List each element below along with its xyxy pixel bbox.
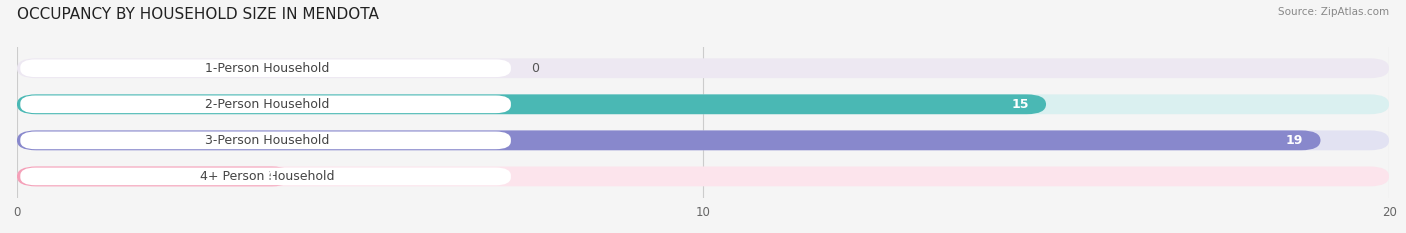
FancyBboxPatch shape (17, 167, 1389, 186)
Text: 3-Person Household: 3-Person Household (205, 134, 329, 147)
Text: 4+ Person Household: 4+ Person Household (200, 170, 335, 183)
FancyBboxPatch shape (20, 168, 510, 185)
Text: OCCUPANCY BY HOUSEHOLD SIZE IN MENDOTA: OCCUPANCY BY HOUSEHOLD SIZE IN MENDOTA (17, 7, 378, 22)
FancyBboxPatch shape (20, 96, 510, 113)
Text: 4: 4 (266, 170, 274, 183)
Text: 0: 0 (531, 62, 540, 75)
Text: 2-Person Household: 2-Person Household (205, 98, 329, 111)
FancyBboxPatch shape (17, 94, 1046, 114)
FancyBboxPatch shape (17, 94, 1389, 114)
FancyBboxPatch shape (20, 131, 510, 149)
Text: 15: 15 (1011, 98, 1029, 111)
FancyBboxPatch shape (17, 58, 1389, 78)
FancyBboxPatch shape (20, 59, 510, 77)
FancyBboxPatch shape (17, 167, 291, 186)
Text: 1-Person Household: 1-Person Household (205, 62, 329, 75)
Text: 19: 19 (1286, 134, 1303, 147)
FancyBboxPatch shape (17, 130, 1389, 150)
FancyBboxPatch shape (17, 130, 1320, 150)
Text: Source: ZipAtlas.com: Source: ZipAtlas.com (1278, 7, 1389, 17)
